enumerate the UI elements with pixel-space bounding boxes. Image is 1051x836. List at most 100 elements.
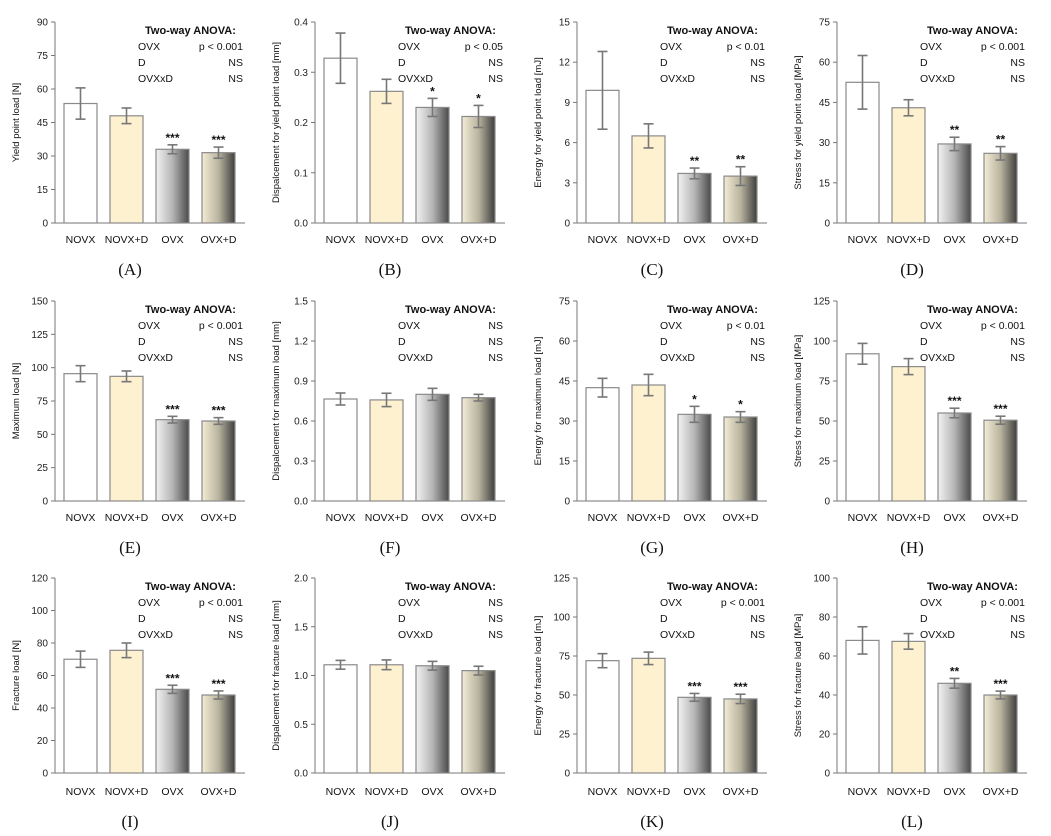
bar-ovx-plus-d [723, 698, 758, 774]
y-tick-label: 0 [564, 497, 570, 508]
y-tick-label: 75 [819, 377, 831, 388]
x-category-label: NOVX+D [105, 234, 149, 246]
anova-value: NS [488, 320, 503, 332]
y-tick-label: 1.2 [294, 337, 308, 348]
anova-value: NS [1010, 613, 1025, 625]
x-category-label: NOVX+D [887, 234, 931, 246]
panel-label: (D) [900, 260, 924, 279]
anova-factor: D [660, 613, 668, 625]
y-tick-label: 150 [31, 297, 48, 308]
bar-novx-plus-d [891, 107, 926, 224]
bar-novx-plus-d [631, 384, 666, 502]
x-category-label: NOVX [588, 234, 618, 246]
y-tick-label: 0 [42, 769, 48, 780]
x-category-label: NOVX [848, 234, 878, 246]
x-category-label: OVX [421, 234, 443, 246]
y-tick-label: 0 [42, 497, 48, 508]
anova-factor: D [138, 57, 146, 69]
bar-novx [63, 658, 98, 774]
y-tick-label: 90 [37, 18, 49, 29]
y-tick-label: 40 [37, 704, 49, 715]
y-tick-label: 125 [813, 297, 830, 308]
significance-marker: *** [211, 677, 225, 691]
anova-value: NS [488, 336, 503, 348]
bar-novx [845, 639, 880, 774]
y-tick-label: 0.3 [294, 457, 308, 468]
panel-g: 0 15 30 45 60 75 Energy for maximum load [mJ] N… [533, 297, 767, 557]
y-axis-title: Energy for fracture load [mJ] [533, 616, 544, 736]
y-tick-label: 100 [31, 363, 48, 374]
anova-factor: OVX [920, 597, 942, 609]
y-tick-label: 30 [819, 138, 831, 149]
anova-value: p < 0.001 [721, 597, 765, 609]
x-category-label: NOVX+D [627, 786, 671, 798]
x-category-label: NOVX [326, 234, 356, 246]
x-category-label: OVX+D [461, 512, 497, 524]
anova-title: Two-way ANOVA: [667, 304, 758, 316]
panel-e: 0 25 50 75 100 125 150 Maximum load [N] NOVX NOVX… [11, 297, 245, 557]
x-category-label: NOVX [848, 786, 878, 798]
anova-value: NS [1010, 336, 1025, 348]
bar-novx-plus-d [109, 375, 144, 502]
anova-factor: D [398, 336, 406, 348]
x-category-label: NOVX [66, 786, 96, 798]
x-category-label: OVX [161, 512, 183, 524]
panel-label: (L) [901, 812, 923, 831]
anova-factor: OVX [920, 41, 942, 53]
y-tick-label: 25 [37, 463, 49, 474]
bar-novx-plus-d [369, 399, 404, 502]
anova-value: NS [1010, 57, 1025, 69]
bar-novx-plus-d [369, 664, 404, 774]
bar-ovx-plus-d [201, 420, 236, 502]
significance-marker: ** [950, 123, 960, 137]
panel-label: (G) [640, 538, 664, 557]
anova-title: Two-way ANOVA: [145, 304, 236, 316]
anova-value: NS [750, 613, 765, 625]
anova-value: NS [228, 57, 243, 69]
anova-value: p < 0.001 [981, 597, 1025, 609]
significance-marker: * [476, 91, 481, 105]
anova-title: Two-way ANOVA: [145, 581, 236, 593]
anova-value: NS [750, 629, 765, 641]
y-tick-label: 0.0 [294, 769, 308, 780]
y-tick-label: 15 [37, 185, 49, 196]
y-tick-label: 50 [559, 691, 571, 702]
anova-title: Two-way ANOVA: [405, 304, 496, 316]
anova-value: NS [1010, 629, 1025, 641]
anova-value: NS [228, 613, 243, 625]
y-tick-label: 40 [819, 691, 831, 702]
y-tick-label: 60 [819, 652, 831, 663]
bar-ovx [415, 393, 450, 502]
anova-factor: D [398, 57, 406, 69]
anova-factor: D [660, 336, 668, 348]
panel-c: 0 3 6 9 12 15 Energy for yield point load [mJ]… [533, 18, 767, 279]
anova-factor: OVX [660, 320, 682, 332]
y-tick-label: 0.0 [294, 219, 308, 230]
significance-marker: *** [211, 404, 225, 418]
anova-factor: OVX [138, 597, 160, 609]
bar-ovx-plus-d [983, 152, 1018, 224]
y-tick-label: 3 [564, 178, 570, 189]
x-category-label: OVX+D [201, 234, 237, 246]
anova-factor: OVXxD [920, 352, 955, 364]
bar-novx [585, 660, 620, 774]
y-tick-label: 30 [559, 417, 571, 428]
anova-factor: D [398, 613, 406, 625]
panel-label: (E) [119, 538, 141, 557]
y-tick-label: 120 [31, 574, 48, 585]
panel-i: 0 20 40 60 80 100 120 Fracture load [N] NOVX NOVX… [11, 574, 245, 831]
anova-value: NS [488, 629, 503, 641]
x-category-label: NOVX+D [105, 786, 149, 798]
anova-factor: OVX [660, 41, 682, 53]
x-category-label: OVX [161, 234, 183, 246]
x-category-label: NOVX+D [365, 786, 409, 798]
significance-marker: ** [690, 154, 700, 168]
y-axis-title: Stress for yield point load [MPa] [793, 55, 804, 189]
y-tick-label: 0.4 [294, 18, 308, 29]
panel-a: 0 15 30 45 60 75 90 Yield point load [N] NOVX NOV… [11, 18, 245, 279]
bar-ovx-plus-d [461, 115, 496, 224]
significance-marker: *** [947, 394, 961, 408]
panel-label: (I) [122, 812, 139, 831]
x-category-label: NOVX [848, 512, 878, 524]
y-tick-label: 50 [819, 417, 831, 428]
